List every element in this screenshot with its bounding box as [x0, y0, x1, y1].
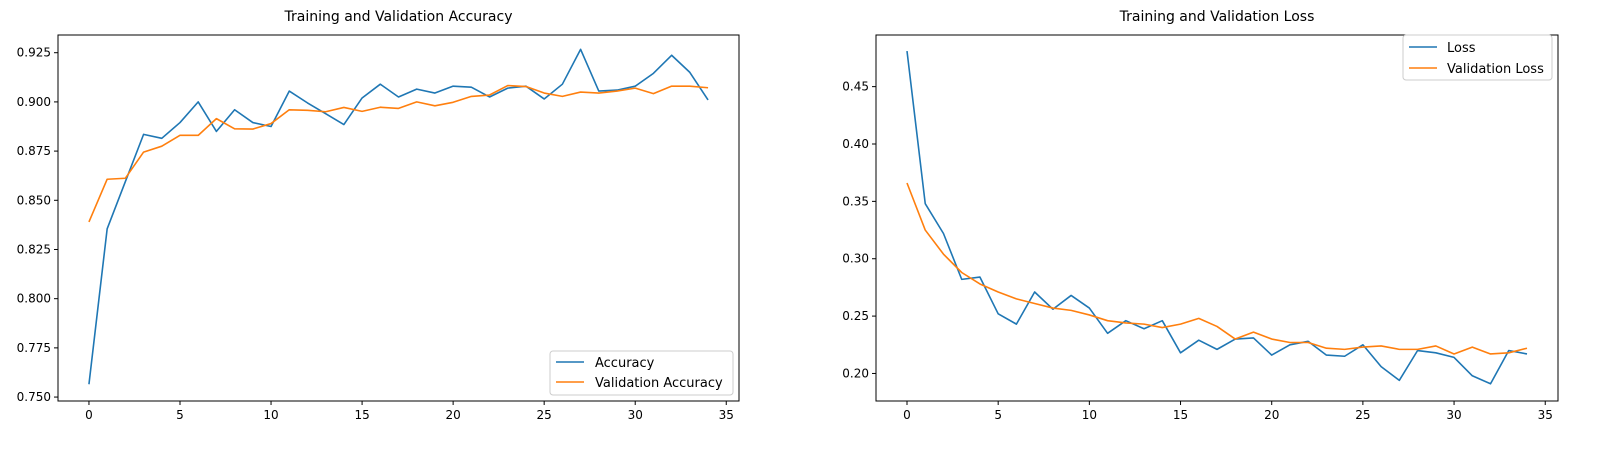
loss-chart-title: Training and Validation Loss	[1119, 9, 1315, 25]
loss-y-tick-label: 0.30	[842, 252, 869, 266]
accuracy-y-tick-label: 0.925	[17, 46, 51, 60]
loss-legend-label-loss: Loss	[1447, 41, 1476, 56]
accuracy-y-tick-label: 0.775	[17, 341, 51, 355]
loss-x-tick-label: 30	[1446, 408, 1461, 422]
accuracy-series-line-accuracy	[88, 48, 709, 385]
accuracy-x-tick-label: 25	[537, 408, 552, 422]
loss-x-tick-label: 5	[994, 408, 1002, 422]
loss-chart-ticks: 0 5 10 15 20 25 30 35 0.20 0.25 0.30 0.35 0.40 0.45	[842, 80, 1553, 422]
accuracy-y-tick-label: 0.850	[17, 193, 51, 207]
accuracy-x-tick-label: 0	[85, 408, 93, 422]
loss-chart-marks	[906, 50, 1528, 385]
loss-plot-frame	[875, 34, 1559, 402]
accuracy-legend-label-accuracy: Accuracy	[595, 356, 655, 371]
loss-y-tick-label: 0.25	[842, 309, 869, 323]
loss-series-line-validation-loss	[906, 182, 1528, 355]
loss-y-tick-label: 0.35	[842, 194, 869, 208]
accuracy-y-tick-label: 0.825	[17, 242, 51, 256]
loss-y-tick-label: 0.45	[842, 80, 869, 94]
accuracy-legend-label-validation-accuracy: Validation Accuracy	[595, 376, 723, 391]
accuracy-x-tick-label: 30	[628, 408, 643, 422]
loss-series-line-loss	[906, 50, 1528, 385]
accuracy-x-tick-label: 5	[176, 408, 184, 422]
accuracy-x-tick-label: 20	[445, 408, 460, 422]
loss-legend: Loss Validation Loss	[1402, 34, 1553, 81]
accuracy-x-tick-label: 10	[263, 408, 278, 422]
accuracy-x-tick-label: 15	[354, 408, 369, 422]
accuracy-chart-marks	[88, 48, 709, 385]
accuracy-y-tick-label: 0.750	[17, 390, 51, 404]
accuracy-plot-frame	[57, 34, 740, 402]
loss-chart: Training and Validation Loss 0 5 10 15 20 25 3…	[842, 9, 1559, 422]
accuracy-chart-title: Training and Validation Accuracy	[284, 9, 513, 25]
accuracy-legend: Accuracy Validation Accuracy	[549, 350, 734, 396]
loss-legend-box	[1402, 34, 1553, 81]
loss-x-tick-label: 20	[1264, 408, 1279, 422]
accuracy-y-tick-label: 0.875	[17, 144, 51, 158]
accuracy-series-line-validation-accuracy	[88, 84, 709, 223]
loss-y-tick-label: 0.20	[842, 366, 869, 380]
loss-x-tick-label: 35	[1538, 408, 1553, 422]
loss-x-tick-label: 25	[1355, 408, 1370, 422]
accuracy-y-tick-label: 0.900	[17, 95, 51, 109]
accuracy-chart-ticks: 0 5 10 15 20 25 30 35 0.750 0.775 0.800 0.825 0.850 0…	[17, 46, 734, 422]
accuracy-x-tick-label: 35	[719, 408, 734, 422]
loss-legend-label-validation-loss: Validation Loss	[1447, 62, 1544, 77]
loss-x-tick-label: 15	[1173, 408, 1188, 422]
accuracy-y-tick-label: 0.800	[17, 292, 51, 306]
loss-y-tick-label: 0.40	[842, 137, 869, 151]
loss-x-tick-label: 0	[903, 408, 911, 422]
accuracy-chart: Training and Validation Accuracy 0 5 10 15 2…	[17, 9, 740, 422]
accuracy-legend-box	[549, 350, 734, 396]
loss-x-tick-label: 10	[1082, 408, 1097, 422]
